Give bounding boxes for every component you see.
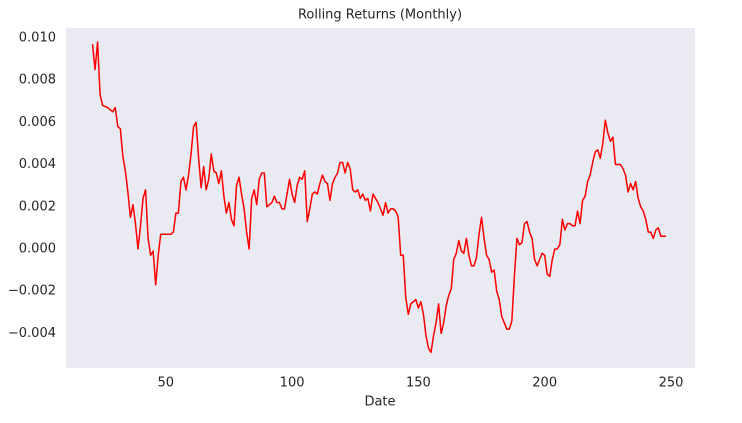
x-tick-label: 50	[158, 376, 175, 391]
x-tick-label: 100	[280, 376, 305, 391]
x-tick-label: 200	[532, 376, 557, 391]
x-tick-label: 150	[406, 376, 431, 391]
y-tick-label: 0.004	[19, 157, 56, 172]
y-tick-label: −0.002	[8, 284, 56, 299]
y-tick-label: 0.010	[19, 30, 56, 45]
y-tick-label: 0.008	[19, 73, 56, 88]
chart-title: Rolling Returns (Monthly)	[298, 8, 462, 23]
y-tick-label: 0.006	[19, 115, 56, 130]
y-tick-label: 0.002	[19, 199, 56, 214]
x-tick-label: 250	[659, 376, 684, 391]
x-axis-label: Date	[364, 395, 395, 410]
line-series	[91, 41, 666, 354]
plot-area	[66, 28, 695, 368]
y-tick-label: −0.004	[8, 326, 56, 341]
y-tick-label: 0.000	[19, 241, 56, 256]
